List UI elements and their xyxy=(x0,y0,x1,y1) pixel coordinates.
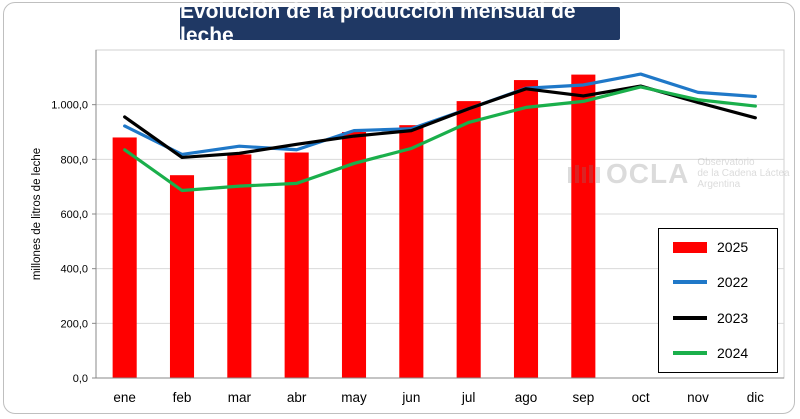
legend-item-2025: 2025 xyxy=(673,239,748,255)
series-line-2023 xyxy=(123,84,757,160)
x-tick-label: sep xyxy=(572,390,594,405)
series-line-2022 xyxy=(123,72,757,157)
bar-2025 xyxy=(227,154,252,378)
legend-item-2024: 2024 xyxy=(673,345,748,361)
ocla-logo-icon xyxy=(568,164,600,183)
x-tick-label: jun xyxy=(401,390,420,405)
x-tick-label: ene xyxy=(113,390,136,405)
legend-swatch-2025 xyxy=(673,241,707,253)
legend-label-2025: 2025 xyxy=(717,239,749,255)
bar-2025 xyxy=(112,137,137,378)
bar-2025 xyxy=(571,74,596,378)
y-tick-label: 400,0 xyxy=(60,264,88,276)
watermark-ocla: OCLA xyxy=(606,157,690,189)
legend-item-2023: 2023 xyxy=(673,310,748,326)
y-tick-label: 200,0 xyxy=(60,318,88,330)
x-tick-label: abr xyxy=(287,390,307,405)
legend-swatch-2024 xyxy=(673,351,707,355)
legend-label-2024: 2024 xyxy=(717,345,749,361)
y-tick-label: 1.000,0 xyxy=(51,100,88,112)
x-tick-label: ago xyxy=(515,390,538,405)
legend-swatch-2022 xyxy=(673,280,707,284)
watermark-subtitle: Observatorio de la Cadena Láctea Argenti… xyxy=(697,157,789,190)
y-tick-label: 0,0 xyxy=(73,373,88,385)
x-tick-label: oct xyxy=(632,390,650,405)
legend-item-2022: 2022 xyxy=(673,274,748,290)
watermark-line2: de la Cadena Láctea xyxy=(697,168,790,179)
bar-2025 xyxy=(341,132,367,378)
bar-2025 xyxy=(456,101,481,378)
x-tick-label: may xyxy=(341,390,367,405)
watermark-line1: Observatorio xyxy=(697,157,755,168)
x-tick-label: feb xyxy=(173,390,192,405)
x-tick-label: dic xyxy=(747,390,765,405)
legend: 2025 2022 2023 2024 xyxy=(658,228,778,373)
legend-label-2023: 2023 xyxy=(717,310,749,326)
chart-title: Evolución de la producción mensual de le… xyxy=(180,0,620,47)
series-line-2024 xyxy=(123,85,757,193)
bar-2025 xyxy=(399,125,424,379)
x-tick-label: jul xyxy=(461,390,476,405)
x-tick-label: nov xyxy=(687,390,709,405)
watermark-line3: Argentina xyxy=(697,179,741,190)
y-tick-label: 800,0 xyxy=(60,154,88,166)
legend-swatch-2023 xyxy=(673,316,707,320)
legend-label-2022: 2022 xyxy=(717,274,749,290)
x-tick-label: mar xyxy=(228,390,252,405)
y-tick-label: 600,0 xyxy=(60,209,88,221)
bar-2025 xyxy=(169,175,195,378)
y-axis-label: millones de litros de leche xyxy=(31,148,43,280)
bar-2025 xyxy=(284,152,309,378)
ocla-watermark: OCLA Observatorio de la Cadena Láctea Ar… xyxy=(566,157,790,190)
bar-2025 xyxy=(513,80,539,379)
